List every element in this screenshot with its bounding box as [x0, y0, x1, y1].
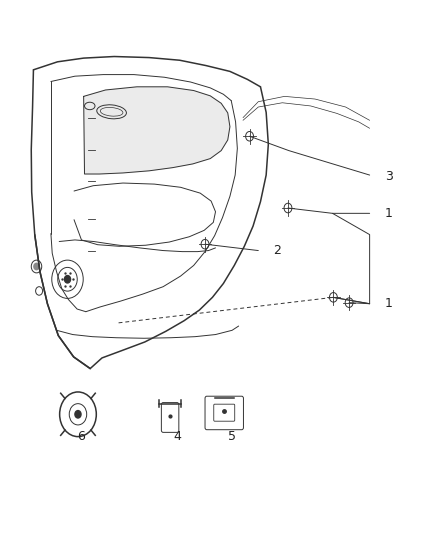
Circle shape: [64, 276, 71, 283]
Text: 1: 1: [385, 207, 393, 220]
Text: 5: 5: [228, 430, 236, 443]
Circle shape: [34, 263, 39, 270]
Text: 1: 1: [385, 297, 393, 310]
Polygon shape: [84, 87, 230, 174]
Circle shape: [75, 410, 81, 418]
Text: 2: 2: [274, 244, 282, 257]
Text: 4: 4: [173, 430, 181, 443]
Text: 3: 3: [385, 169, 393, 183]
Text: 6: 6: [77, 430, 85, 443]
